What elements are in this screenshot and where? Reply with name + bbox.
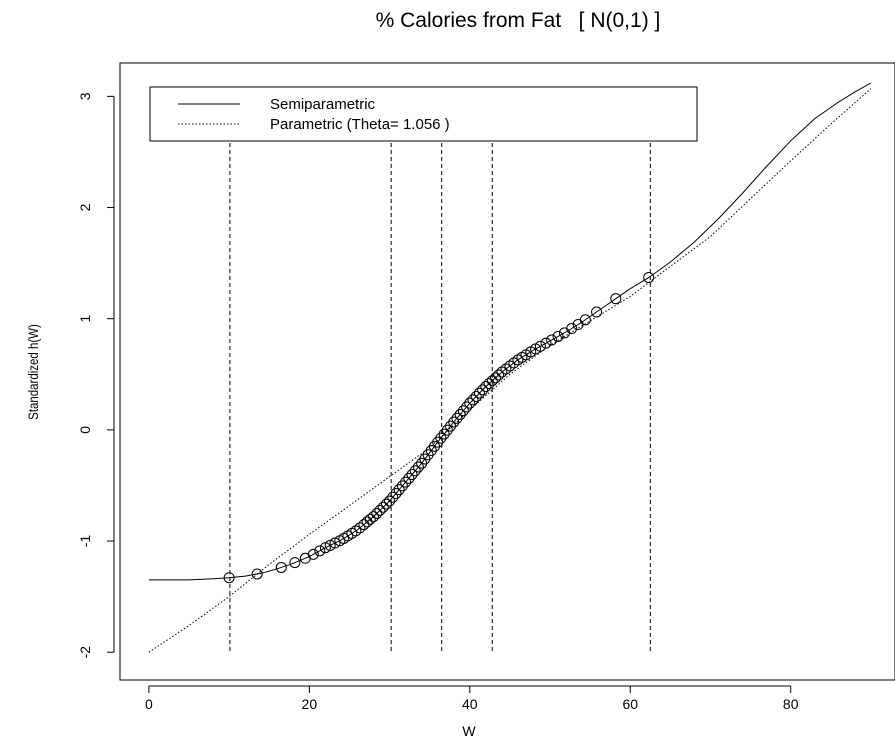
plot-frame [119, 62, 895, 681]
y-tick-label: -1 [77, 535, 93, 548]
legend-box [149, 86, 698, 142]
x-tick-label: 0 [145, 696, 153, 712]
legend-label-semiparametric: Semiparametric [270, 96, 376, 113]
data-point-circle [329, 537, 341, 549]
data-point-circle [464, 397, 476, 409]
x-tick-label: 80 [783, 696, 799, 712]
data-point-circle [350, 525, 362, 537]
y-tick-label: 0 [77, 426, 93, 434]
data-point-circle [457, 405, 469, 417]
data-point-circle [403, 472, 415, 484]
parametric-line [148, 88, 872, 653]
data-point-circle [546, 334, 558, 346]
data-point-circle [324, 539, 336, 551]
data-point-circle [500, 363, 512, 375]
data-point-circle [508, 357, 520, 369]
vertical-reference-lines [229, 143, 651, 653]
data-point-circle [368, 511, 380, 523]
legend: Semiparametric Parametric (Theta= 1.056 … [149, 86, 698, 142]
y-tick-label: 3 [77, 92, 93, 100]
data-point-circle [610, 293, 622, 305]
data-point-circle [393, 484, 405, 496]
data-point-circle [591, 306, 603, 318]
data-point-circle [448, 416, 460, 428]
y-tick-label: 2 [77, 203, 93, 211]
x-tick-label: 20 [302, 696, 318, 712]
data-point-circle [483, 378, 495, 390]
data-point-circle [289, 557, 301, 569]
x-axis: 0 20 40 60 80 [145, 685, 799, 712]
data-point-circle [441, 424, 453, 436]
data-point-circle [354, 522, 366, 534]
data-point-circle [384, 495, 396, 507]
data-point-circle [380, 498, 392, 510]
data-point-circle [473, 387, 485, 399]
data-point-circle [552, 330, 564, 342]
data-point-circle [489, 372, 501, 384]
data-point-circle [358, 519, 370, 531]
y-axis: -2 -1 0 1 2 3 [77, 92, 115, 659]
data-point-circle [566, 323, 578, 335]
data-point-circle [371, 507, 383, 519]
data-point-circle [493, 369, 505, 381]
data-point-circle [364, 513, 376, 525]
data-point-circle [496, 366, 508, 378]
data-point-circle [435, 432, 447, 444]
legend-label-parametric: Parametric (Theta= 1.056 ) [270, 116, 450, 133]
data-point-circle [432, 436, 444, 448]
data-point-circle [454, 409, 466, 421]
x-axis-label: W [462, 723, 476, 739]
x-tick-label: 60 [622, 696, 638, 712]
data-point-circle [400, 476, 412, 488]
data-point-circle [314, 545, 326, 557]
data-point-circle [396, 480, 408, 492]
data-point-circle [470, 391, 482, 403]
data-point-circle [412, 461, 424, 473]
data-point-circle [307, 548, 319, 560]
semiparametric-line [148, 82, 872, 581]
data-point-circle [409, 465, 421, 477]
data-point-circle [643, 272, 655, 284]
data-point-circle [504, 360, 516, 372]
data-point-circle [319, 542, 331, 554]
data-point-circle [534, 340, 546, 352]
data-point-circle [251, 568, 263, 580]
y-tick-label: -2 [77, 646, 93, 659]
data-point-circle [579, 314, 591, 326]
data-point-circle [438, 428, 450, 440]
data-point-circle [275, 561, 287, 573]
y-axis-label: Standardized h(W) [25, 324, 41, 420]
data-point-circle [480, 381, 492, 393]
chart-title: % Calories from Fat [ N(0,1) ] [376, 9, 661, 32]
data-point-circle [486, 375, 498, 387]
data-point-circle [223, 572, 235, 584]
x-tick-label: 40 [462, 696, 478, 712]
data-point-circle [477, 384, 489, 396]
data-point-circle [377, 501, 389, 513]
data-point-circle [374, 504, 386, 516]
data-point-circle [445, 420, 457, 432]
data-point-circle [467, 394, 479, 406]
y-tick-label: 1 [77, 315, 93, 323]
data-point-circle [461, 401, 473, 413]
data-point-circle [387, 491, 399, 503]
data-point-circle [451, 412, 463, 424]
series-lines [148, 82, 872, 653]
data-point-circle [361, 516, 373, 528]
observation-circles [223, 272, 655, 584]
data-point-circle [406, 469, 418, 481]
data-point-circle [390, 487, 402, 499]
data-point-circle [540, 337, 552, 349]
